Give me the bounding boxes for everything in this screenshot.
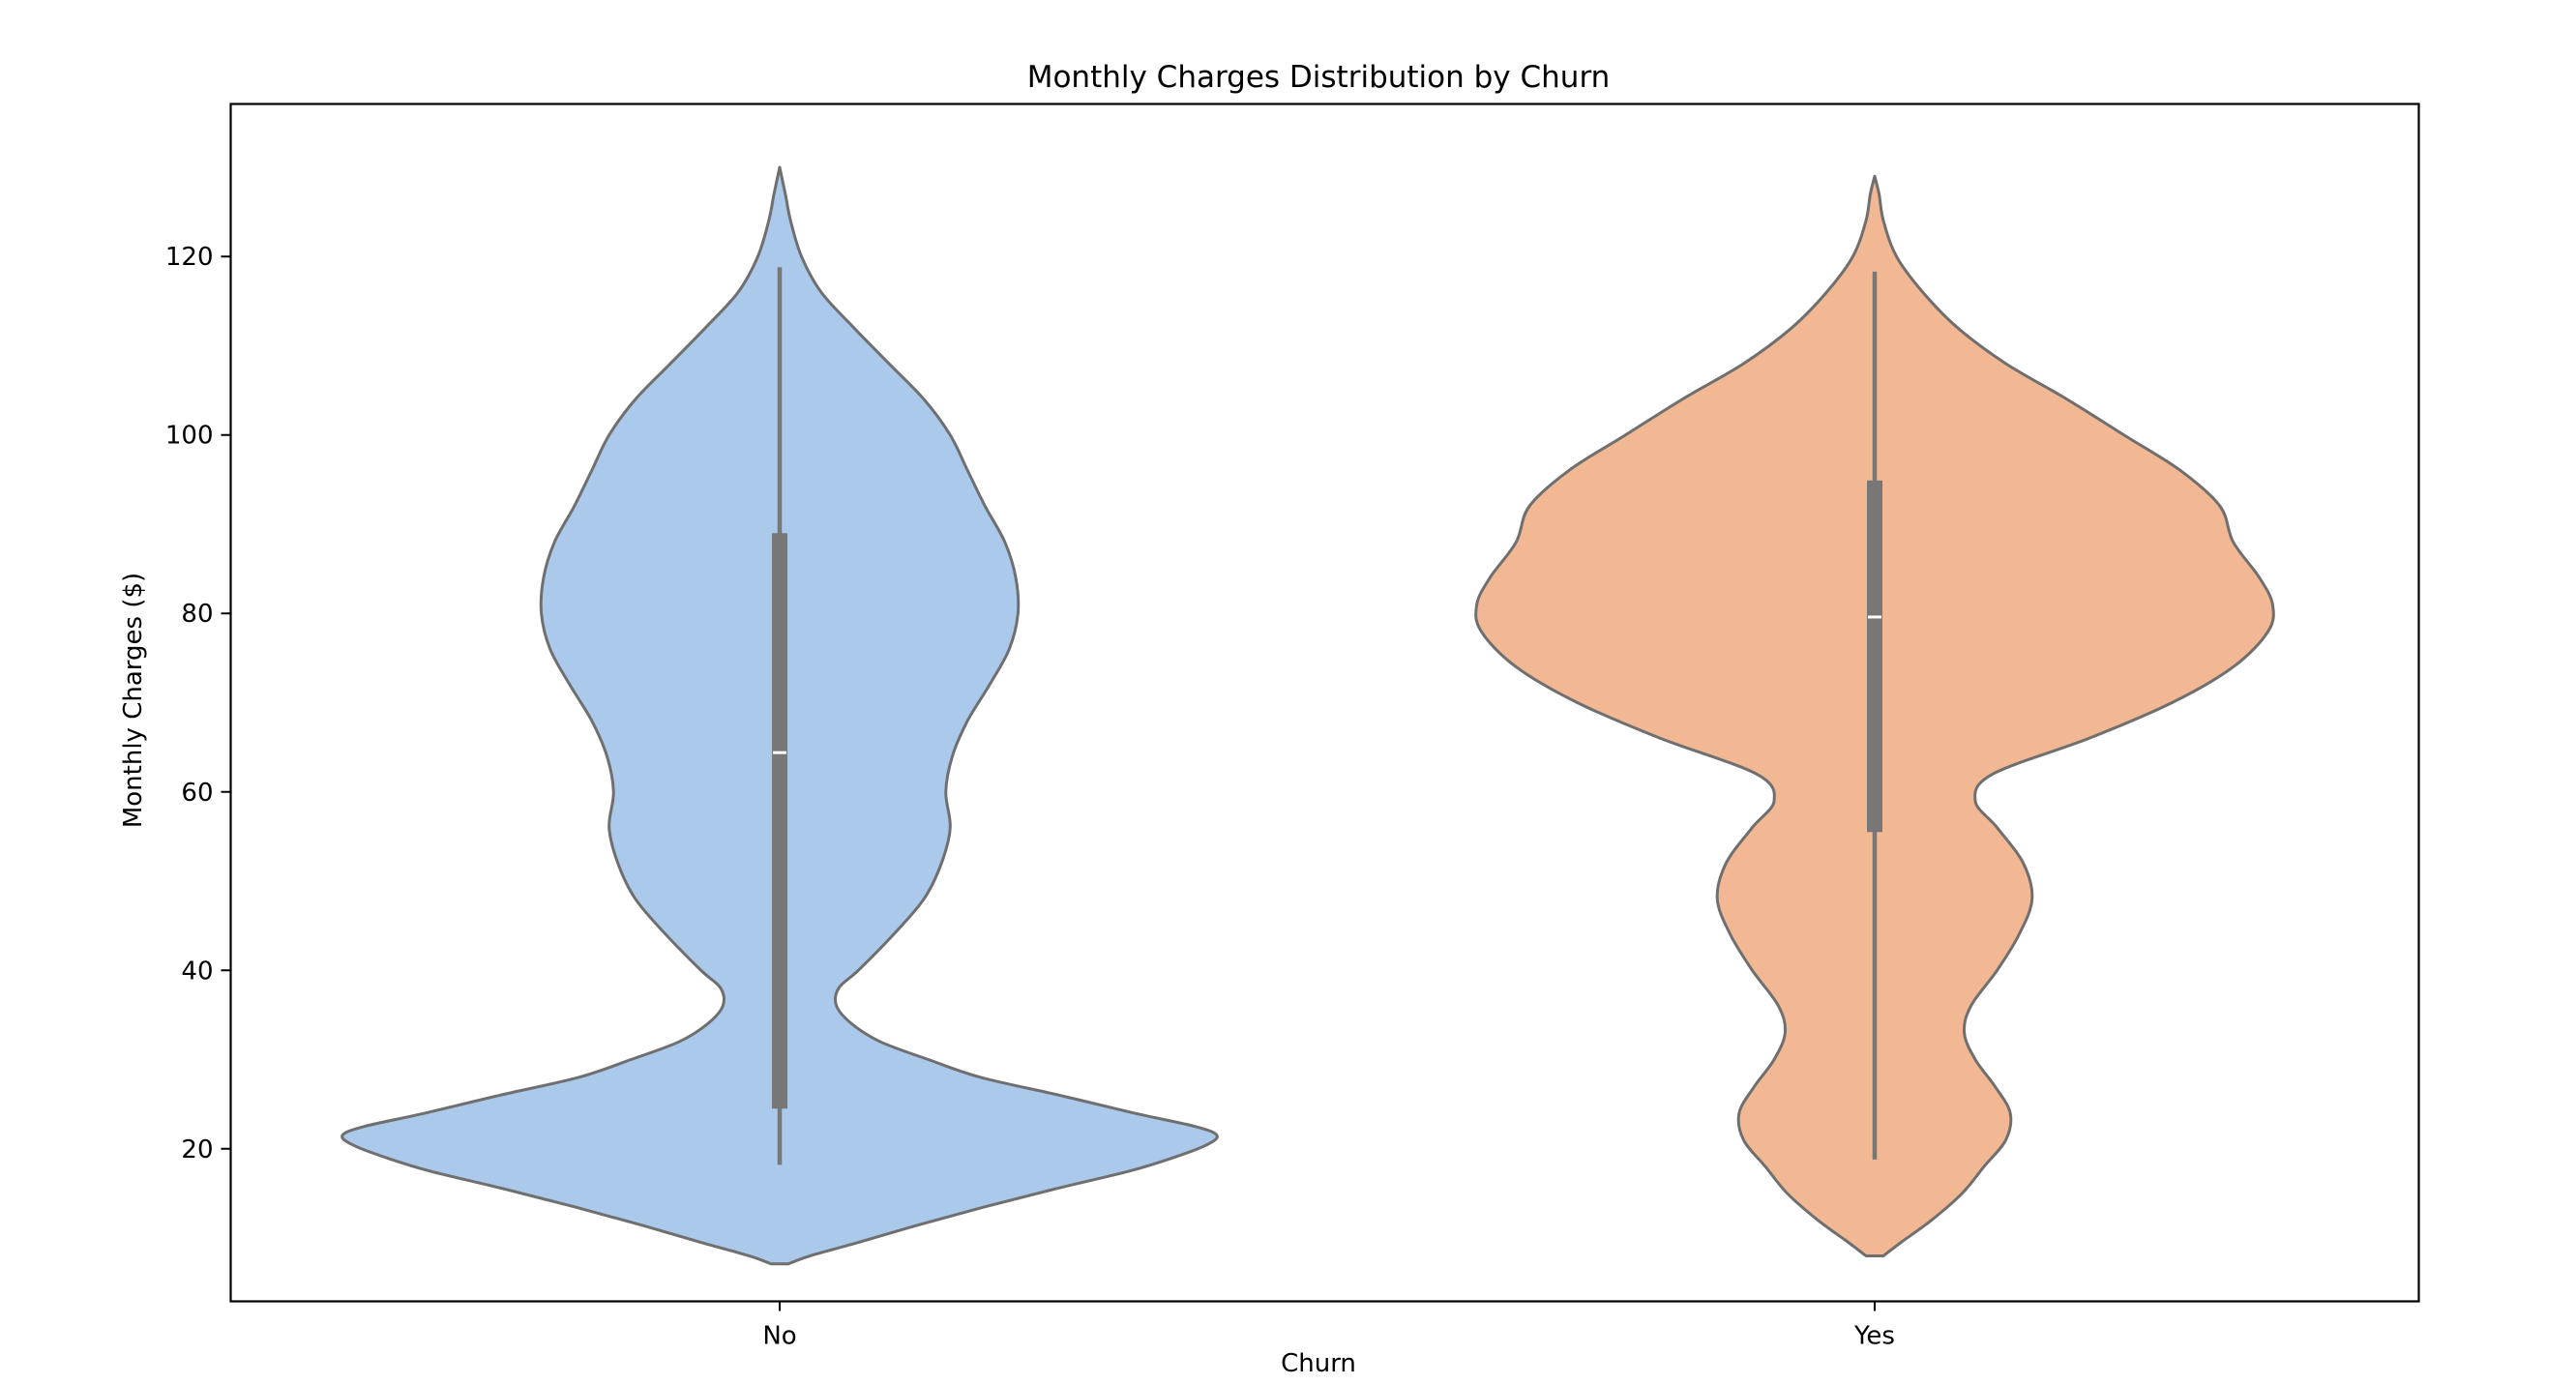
chart-title: Monthly Charges Distribution by Churn [1027, 60, 1611, 95]
y-tick-label: 40 [181, 957, 213, 986]
plot-frame [229, 103, 2420, 1303]
x-axis-label: Churn [1281, 1349, 1356, 1378]
x-tick-label: Yes [1853, 1322, 1895, 1351]
y-tick-label: 100 [165, 422, 214, 451]
y-axis-label: Monthly Charges ($) [119, 573, 148, 828]
violins-layer [341, 165, 2275, 1266]
violin-no [341, 165, 1219, 1266]
y-axis-ticks: 20 40 60 80 100 120 [165, 243, 231, 1164]
y-tick-label: 80 [181, 600, 213, 629]
y-tick-label: 20 [181, 1135, 213, 1164]
x-tick-label: No [762, 1322, 796, 1351]
y-tick-label: 60 [181, 779, 213, 808]
violin-yes [1474, 174, 2275, 1257]
y-tick-label: 120 [165, 243, 214, 272]
x-axis-ticks: No Yes [762, 1301, 1895, 1351]
iqr-box-no [772, 533, 787, 1109]
iqr-box-yes [1867, 480, 1882, 833]
